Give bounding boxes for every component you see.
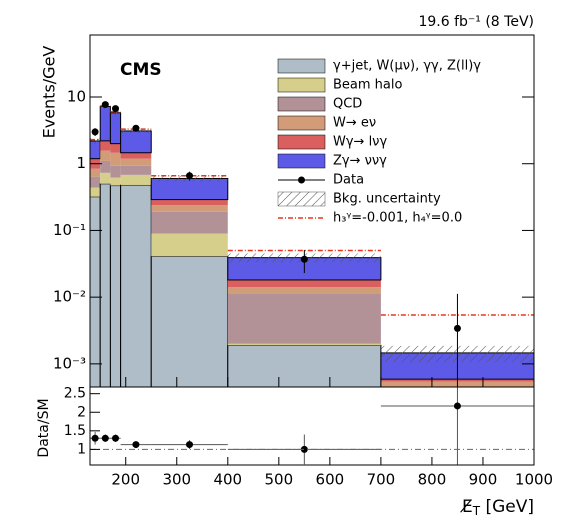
legend-swatch <box>277 96 326 112</box>
stack-bar <box>109 112 122 145</box>
y-tick-label: 10⁻¹ <box>53 221 86 239</box>
stack-bar <box>227 287 381 294</box>
bkg-uncertainty <box>110 110 121 115</box>
x-label: E̸T [GeV] <box>460 497 534 518</box>
bkg-uncertainty <box>90 138 101 144</box>
data-point <box>101 101 109 109</box>
x-tick-label: 700 <box>367 471 396 489</box>
stack-bar <box>151 205 228 212</box>
y-tick-label: 10⁻³ <box>53 354 86 372</box>
x-tick-label: 400 <box>213 471 242 489</box>
stack-bar <box>151 211 228 234</box>
x-tick-label: 200 <box>111 471 140 489</box>
stack-bar <box>110 177 121 186</box>
legend-label: h₃ᵞ=-0.001, h₄ᵞ=0.0 <box>333 211 462 226</box>
stack-bar <box>100 172 111 184</box>
stack-bar <box>100 150 111 161</box>
stack-bar <box>90 187 101 197</box>
cms-label: CMS <box>120 60 162 80</box>
ratio-y-tick-label: 2 <box>77 404 86 420</box>
x-tick-label: 500 <box>265 471 294 489</box>
x-label-sub: T <box>472 504 481 518</box>
legend-swatch <box>277 115 326 131</box>
ratio-point <box>453 402 461 410</box>
data-point <box>186 172 194 180</box>
ratio-point <box>300 445 308 453</box>
x-label-unit: [GeV] <box>480 497 534 517</box>
stack-bar <box>151 199 228 206</box>
stack-bar <box>227 344 382 387</box>
y-tick-label: 10⁻² <box>53 288 86 306</box>
legend-label: Data <box>333 173 364 188</box>
ratio-point <box>91 434 99 442</box>
stack-bar <box>99 106 111 142</box>
ratio-plot <box>90 387 534 465</box>
stack-bar <box>120 165 152 175</box>
legend-label: Bkg. uncertainty <box>333 192 441 207</box>
x-tick-label: 1000 <box>515 471 553 489</box>
data-point <box>132 124 140 132</box>
legend-label: Wγ→ lνγ <box>333 135 387 150</box>
data-point <box>91 128 99 136</box>
stack-bar <box>90 176 101 188</box>
stack-bar <box>120 174 152 185</box>
legend-label: Zγ→ ννγ <box>333 154 387 169</box>
main-plot <box>90 101 534 387</box>
x-tick-label: 900 <box>469 471 498 489</box>
legend-swatch <box>277 134 326 150</box>
lumi: 19.6 fb⁻¹ (8 TeV) <box>418 14 534 30</box>
legend-data-marker <box>298 176 305 184</box>
data-point <box>112 105 120 113</box>
legend-swatch <box>277 153 326 169</box>
y-tick-label: 1 <box>76 154 86 172</box>
stack-bar <box>227 293 381 344</box>
ratio-point <box>101 434 109 442</box>
legend-label: Beam halo <box>333 78 402 93</box>
stack-bar <box>110 143 121 153</box>
stack-bar <box>109 185 122 387</box>
stack-bar <box>151 233 228 257</box>
stack-bar <box>227 343 381 346</box>
stack-bar <box>150 255 229 387</box>
stack-bar <box>110 152 121 166</box>
stack-bar <box>120 184 152 387</box>
data-point <box>300 255 308 263</box>
legend-label: γ+jet, W(μν), γγ, Z(ll)γ <box>333 59 481 74</box>
stack-bar <box>100 140 111 151</box>
stack-bar <box>100 160 111 173</box>
ratio-frame <box>89 386 535 466</box>
legend-swatch <box>277 58 326 74</box>
y-tick-label: 10 <box>67 88 86 106</box>
legend-swatch <box>277 77 326 93</box>
ratio-y-label: Data/SM <box>36 398 52 457</box>
legend-label: QCD <box>333 97 362 112</box>
stack-bar <box>120 158 152 166</box>
x-tick-label: 800 <box>418 471 447 489</box>
stack-bar <box>120 130 152 154</box>
stack-bar <box>99 183 111 387</box>
ratio-y-tick-label: 1 <box>77 441 86 457</box>
ratio-y-tick-label: 2.5 <box>64 386 86 402</box>
stack-bar <box>110 165 121 178</box>
stack-bar <box>120 152 152 159</box>
x-tick-label: 300 <box>162 471 191 489</box>
stack-bar <box>90 168 101 177</box>
ratio-point <box>132 441 140 449</box>
ratio-point <box>112 434 120 442</box>
ratio-point <box>186 441 194 449</box>
stack-bar <box>227 279 381 288</box>
data-point <box>453 324 461 332</box>
stack-bar <box>150 178 229 201</box>
x-label-main: E̸ <box>460 497 473 517</box>
y-label: Events/GeV <box>40 46 59 139</box>
legend-label: W→ eν <box>333 116 376 131</box>
ratio-y-tick-label: 1.5 <box>64 423 86 439</box>
legend-unc <box>277 191 326 207</box>
x-tick-label: 600 <box>316 471 345 489</box>
stack-bar <box>90 196 101 387</box>
